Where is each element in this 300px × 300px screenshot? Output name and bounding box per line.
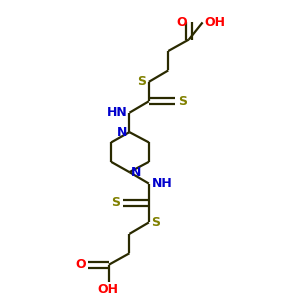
Text: S: S (178, 95, 187, 108)
Text: S: S (152, 216, 160, 229)
Text: S: S (111, 196, 120, 209)
Text: N: N (131, 166, 142, 178)
Text: OH: OH (205, 16, 226, 29)
Text: S: S (137, 75, 146, 88)
Text: O: O (176, 16, 187, 29)
Text: OH: OH (97, 283, 118, 296)
Text: N: N (117, 126, 128, 139)
Text: HN: HN (106, 106, 127, 119)
Text: NH: NH (152, 177, 172, 190)
Text: O: O (75, 258, 86, 271)
